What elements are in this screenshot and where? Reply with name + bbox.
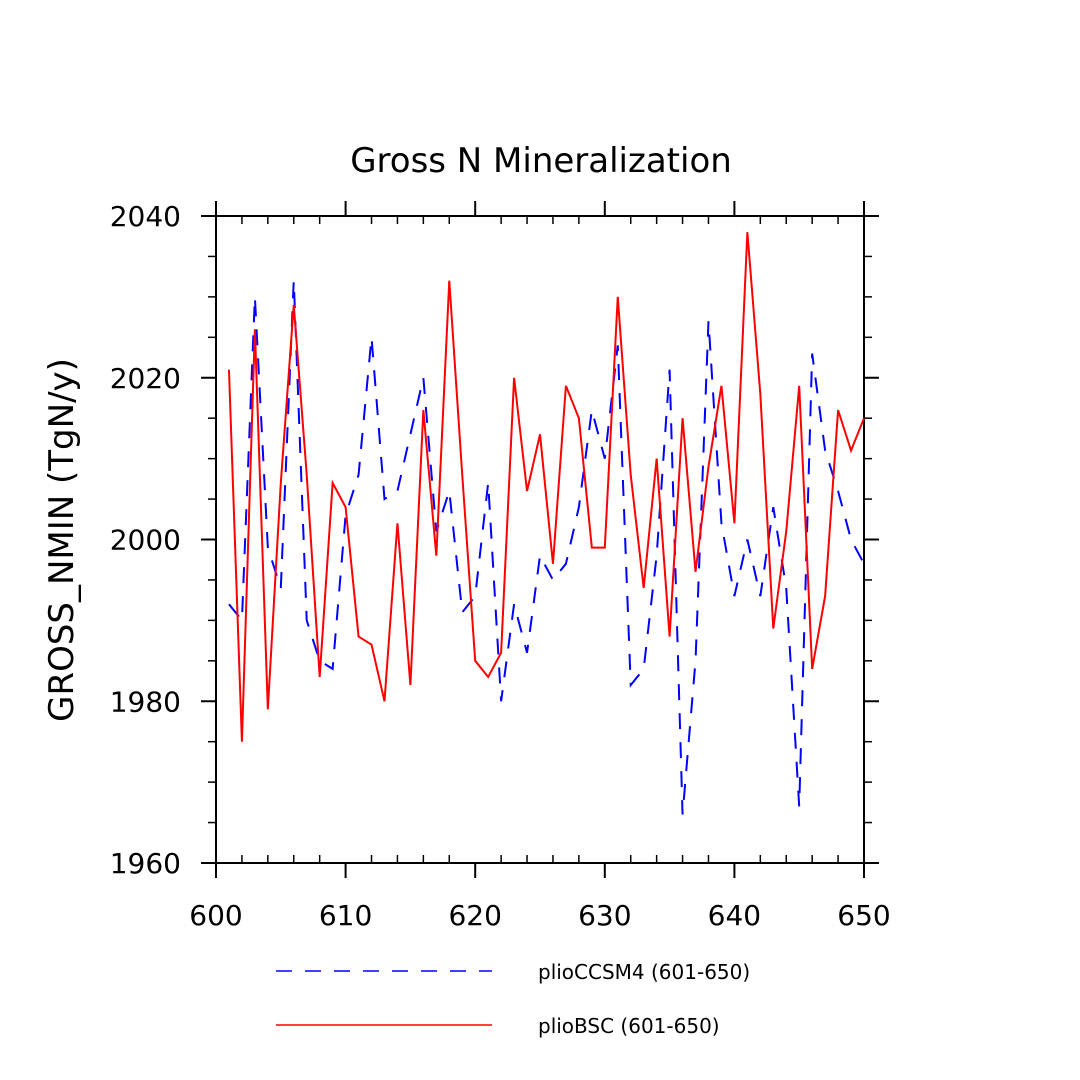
- major-ticks: [201, 201, 879, 878]
- x-tick-labels: 600 610 620 630 640 650: [189, 899, 890, 932]
- legend: plioCCSM4 (601-650) plioBSC (601-650): [276, 960, 750, 1038]
- y-tick-label: 2020: [110, 362, 181, 395]
- chart-title: Gross N Mineralization: [350, 141, 732, 181]
- y-axis-label: GROSS_NMIN (TgN/y): [42, 358, 82, 722]
- series-line-plioCCSM4: [228, 280, 865, 815]
- series-lines: [227, 232, 865, 815]
- y-tick-label: 1980: [110, 685, 181, 718]
- y-tick-label: 2000: [110, 524, 181, 557]
- x-tick-label: 650: [837, 899, 890, 932]
- x-tick-label: 630: [578, 899, 631, 932]
- legend-label-plioCCSM4: plioCCSM4 (601-650): [538, 960, 750, 984]
- x-tick-label: 600: [189, 899, 242, 932]
- x-tick-label: 610: [319, 899, 372, 932]
- minor-ticks: [208, 216, 872, 863]
- y-tick-labels: 1960 1980 2000 2020 2040: [110, 200, 181, 880]
- plot-frame-rect: [215, 215, 865, 864]
- x-tick-label: 620: [448, 899, 501, 932]
- y-tick-label: 1960: [110, 847, 181, 880]
- x-tick-label: 640: [708, 899, 761, 932]
- legend-label-plioBSC: plioBSC (601-650): [538, 1014, 720, 1038]
- series-line-plioBSC: [227, 232, 865, 742]
- y-tick-label: 2040: [110, 200, 181, 233]
- plot-frame: [215, 215, 865, 864]
